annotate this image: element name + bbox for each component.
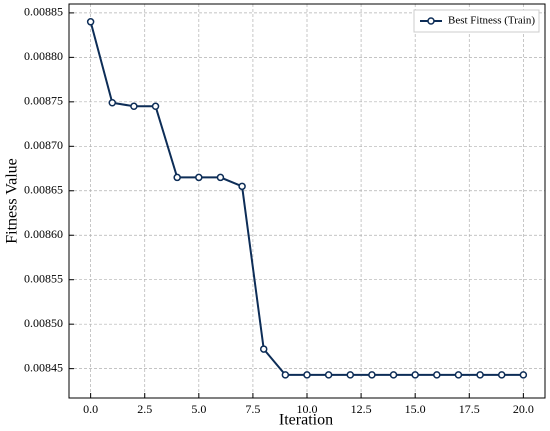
data-point [86, 18, 95, 26]
legend-marker [427, 17, 435, 25]
data-point [151, 102, 160, 111]
y-tick-label: 0.00850 [24, 316, 63, 330]
data-point [433, 371, 441, 379]
data-point [519, 371, 528, 379]
data-point [454, 371, 463, 379]
y-axis-label: Fitness Value [4, 158, 21, 243]
data-point [259, 345, 268, 353]
y-tick-label: 0.00860 [24, 227, 63, 241]
legend-label: Best Fitness (Train) [448, 15, 535, 27]
y-tick-label: 0.00865 [24, 183, 63, 197]
x-tick-label: 5.0 [191, 402, 206, 416]
data-point [195, 173, 203, 182]
y-tick-label: 0.00885 [24, 5, 63, 19]
data-point [281, 371, 290, 379]
y-tick-label: 0.00875 [24, 94, 63, 108]
x-tick-label: 0.0 [83, 402, 98, 416]
data-point [346, 371, 355, 379]
x-tick-label: 17.5 [459, 402, 480, 416]
data-point [389, 371, 398, 379]
y-tick-label: 0.00870 [24, 138, 63, 152]
data-point [324, 371, 333, 379]
y-tick-label: 0.00845 [24, 360, 63, 374]
x-tick-label: 7.5 [245, 402, 260, 416]
data-point [173, 173, 181, 182]
x-tick-label: 2.5 [137, 402, 152, 416]
data-point [411, 371, 419, 379]
data-point [216, 173, 225, 182]
x-tick-label: 20.0 [513, 402, 534, 416]
data-point [238, 182, 246, 191]
plot-frame [68, 3, 546, 399]
data-point [303, 371, 311, 379]
legend-box [413, 9, 540, 33]
y-tick-label: 0.00880 [24, 49, 63, 63]
data-point [368, 371, 376, 379]
data-point [476, 371, 484, 379]
data-point [130, 102, 138, 111]
x-axis-label: Iteration [279, 412, 333, 429]
y-tick-label: 0.00855 [24, 271, 63, 285]
x-tick-label: 12.5 [351, 402, 372, 416]
x-tick-label: 10.0 [297, 402, 318, 416]
x-tick-label: 15.0 [405, 402, 426, 416]
data-point [497, 371, 506, 379]
data-point [108, 98, 117, 107]
